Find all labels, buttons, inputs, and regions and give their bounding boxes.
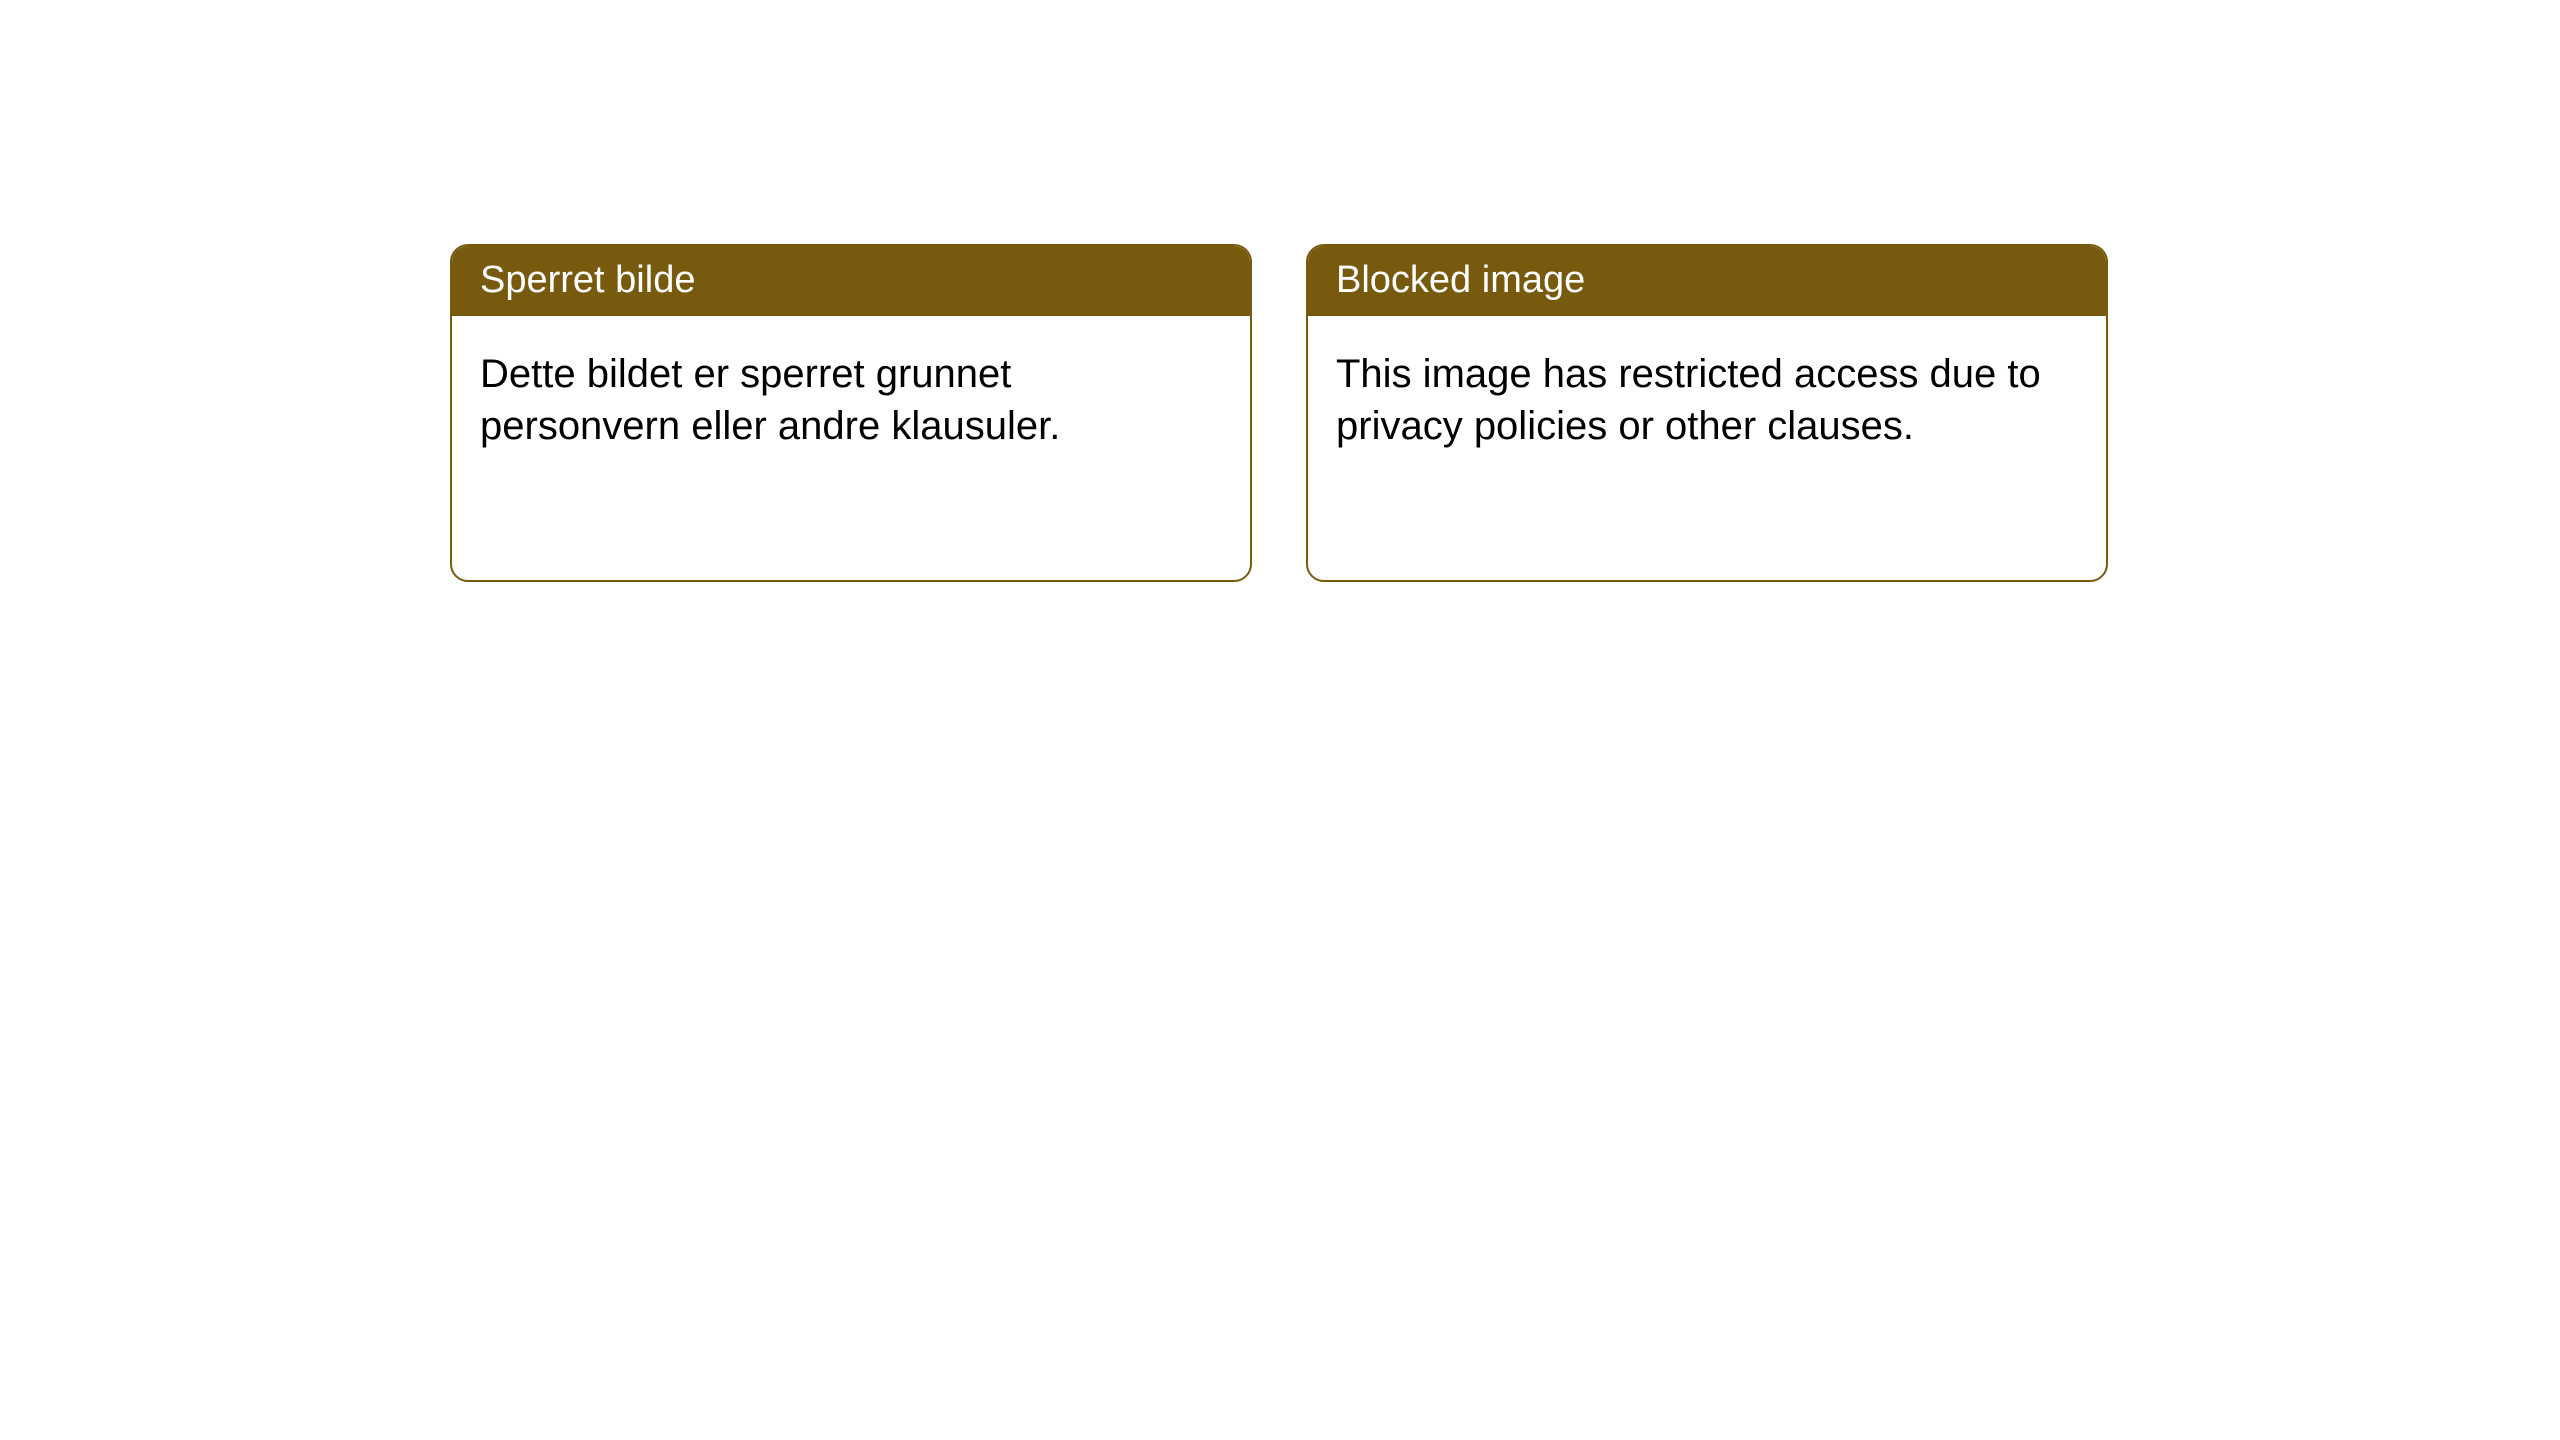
notice-title: Sperret bilde	[480, 259, 695, 301]
notice-body: This image has restricted access due to …	[1308, 316, 2106, 580]
notice-title: Blocked image	[1336, 259, 1585, 301]
notice-header: Blocked image	[1308, 246, 2106, 316]
notice-body-text: Dette bildet er sperret grunnet personve…	[480, 352, 1060, 449]
notice-box-english: Blocked image This image has restricted …	[1306, 244, 2108, 582]
notice-container: Sperret bilde Dette bildet er sperret gr…	[450, 244, 2108, 582]
notice-header: Sperret bilde	[452, 246, 1250, 316]
notice-body-text: This image has restricted access due to …	[1336, 352, 2041, 449]
notice-body: Dette bildet er sperret grunnet personve…	[452, 316, 1250, 580]
notice-box-norwegian: Sperret bilde Dette bildet er sperret gr…	[450, 244, 1252, 582]
